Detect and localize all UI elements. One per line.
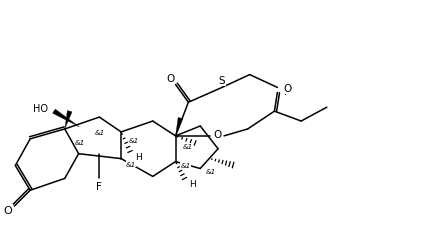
Text: H: H: [189, 179, 196, 188]
Text: O: O: [283, 84, 291, 94]
Text: &1: &1: [126, 161, 136, 167]
Text: F: F: [96, 182, 102, 192]
Text: &1: &1: [205, 169, 215, 175]
Text: S: S: [219, 76, 225, 86]
Text: &1: &1: [74, 139, 85, 145]
Text: O: O: [213, 130, 221, 139]
Polygon shape: [53, 110, 79, 128]
Polygon shape: [176, 118, 183, 136]
Text: H: H: [136, 152, 142, 162]
Polygon shape: [65, 111, 72, 130]
Text: &1: &1: [129, 137, 139, 143]
Text: &1: &1: [182, 143, 193, 149]
Text: O: O: [166, 73, 175, 83]
Text: HO: HO: [33, 104, 48, 114]
Text: F: F: [285, 87, 290, 97]
Text: &1: &1: [181, 162, 191, 168]
Text: &1: &1: [95, 130, 105, 136]
Text: O: O: [3, 205, 12, 215]
